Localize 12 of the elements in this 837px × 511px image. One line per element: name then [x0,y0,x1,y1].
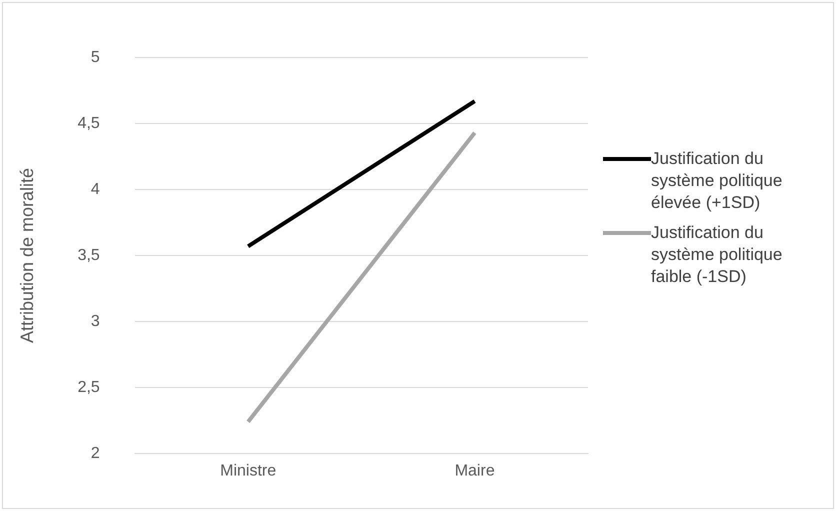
x-tick-label: Maire [454,462,495,480]
y-tick-label: 4,5 [78,114,100,132]
y-tick-label: 2,5 [78,378,100,396]
legend-label: Justification du système politique faible (-1SD) [651,222,784,288]
y-tick-label: 3 [90,312,100,330]
y-tick-label: 5 [90,49,100,66]
y-axis-title: Attribution de moralité [16,168,37,344]
y-tick-label: 2 [90,444,100,462]
x-tick-label: Ministre [220,462,276,480]
legend-label: Justification du système politique élevée (+1SD) [651,148,784,214]
y-tick-label: 3,5 [78,246,100,264]
y-tick-label: 4 [90,180,100,198]
